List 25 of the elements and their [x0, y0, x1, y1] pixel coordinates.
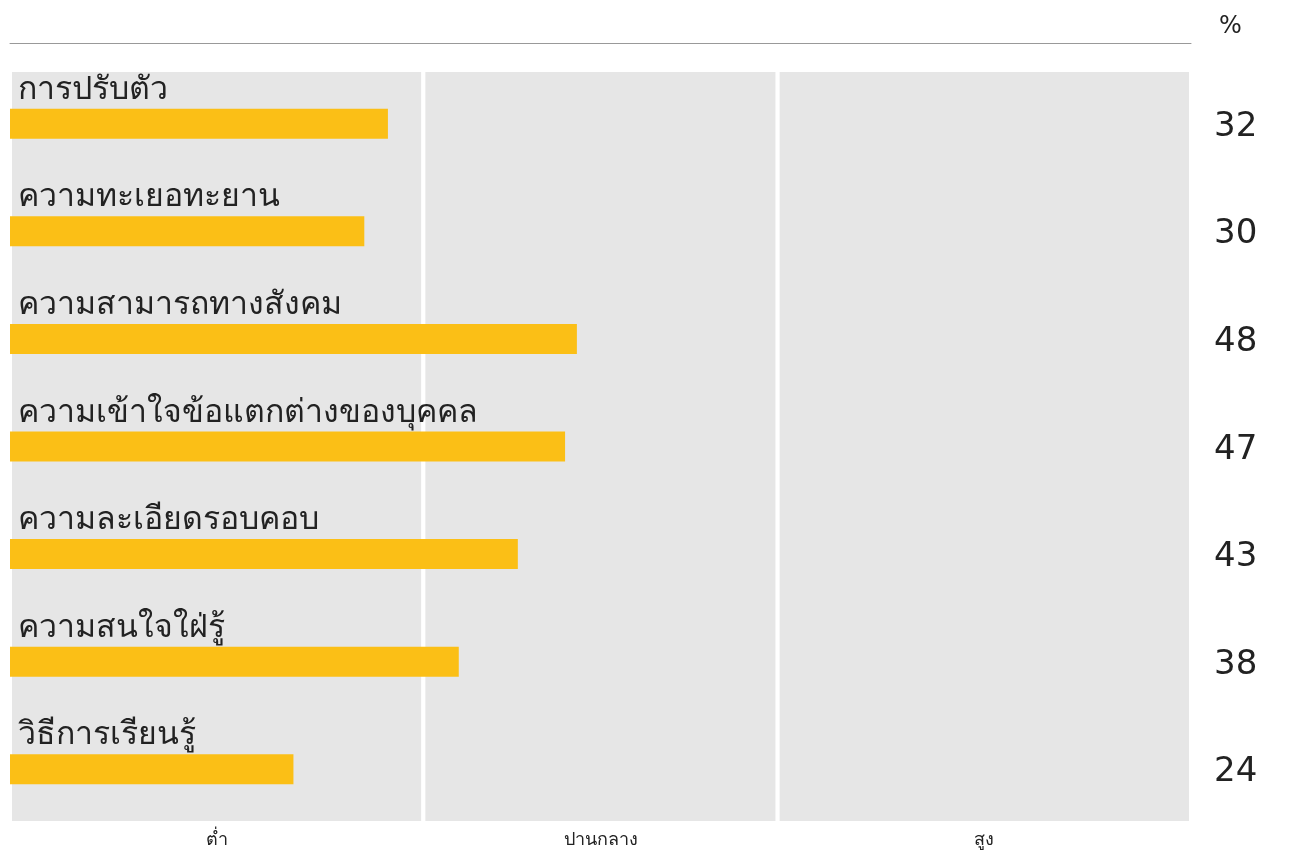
bar: [10, 216, 365, 247]
bar: [10, 431, 566, 462]
band-label: ต่ำ: [205, 825, 228, 849]
bar: [10, 539, 518, 570]
bar: [10, 646, 459, 677]
data-label: 38: [1214, 641, 1258, 682]
data-label: 47: [1214, 426, 1258, 467]
y-tick-label: ความสนใจใฝ่รู้: [18, 606, 225, 646]
y-tick-label: ความละเอียดรอบคอบ: [18, 499, 319, 538]
data-label: 30: [1214, 211, 1258, 252]
data-label: 48: [1214, 318, 1258, 359]
y-tick-label: ความสามารถทางสังคม: [18, 283, 342, 322]
data-label: 32: [1214, 103, 1258, 144]
bar: [10, 754, 294, 785]
band-label: สูง: [974, 827, 995, 850]
y-tick-label: การปรับตัว: [18, 68, 168, 107]
y-tick-label: วิธีการเรียนรู้: [18, 714, 196, 754]
band-label: ปานกลาง: [563, 827, 638, 849]
data-label: 43: [1214, 534, 1258, 575]
x-axis-title: %: [1219, 11, 1242, 39]
bar: [10, 323, 577, 354]
y-tick-label: ความทะเยอทะยาน: [18, 176, 280, 215]
y-tick-label: ความเข้าใจข้อแตกต่างของบุคคล: [18, 391, 478, 431]
bar: [10, 108, 388, 139]
data-label: 24: [1214, 749, 1258, 790]
